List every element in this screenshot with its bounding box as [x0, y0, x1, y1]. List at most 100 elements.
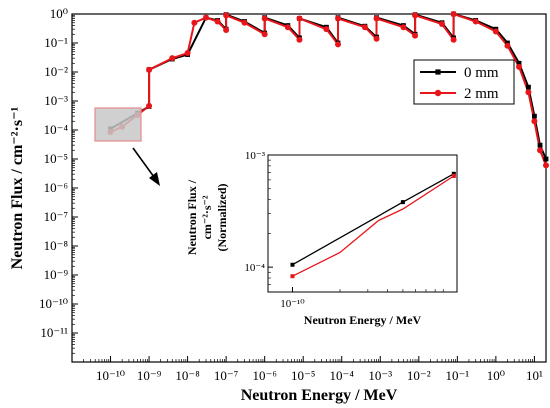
inset-data-point-0mm: [400, 200, 405, 205]
inset-y-axis-label: cm⁻²·s⁻²: [200, 195, 214, 239]
y-tick-label: 10⁻⁷: [44, 209, 68, 224]
x-tick-label: 10⁻²: [407, 368, 431, 383]
zoom-arrowhead: [149, 172, 160, 186]
zoom-highlight-box: [94, 107, 142, 142]
legend-label: 2 mm: [464, 86, 499, 102]
x-tick-label: 10⁻³: [368, 368, 392, 383]
y-tick-label: 10⁻³: [44, 93, 68, 108]
data-point-2mm: [361, 24, 368, 31]
inset-series-line-2mm: [292, 175, 455, 277]
inset-data-point-0mm: [451, 171, 456, 176]
legend-box: [413, 59, 515, 105]
x-tick-label: 10⁻⁸: [175, 368, 200, 383]
legend-marker: [435, 69, 441, 75]
data-point-2mm: [146, 66, 153, 73]
zoom-highlight-region: [94, 107, 160, 186]
y-tick-label: 10⁻¹⁰: [39, 296, 68, 311]
y-axis-label: Neutron Flux / cm⁻²·s⁻¹: [9, 106, 26, 269]
data-point-2mm: [472, 18, 479, 25]
data-point-2mm: [223, 27, 230, 34]
data-point-2mm: [146, 102, 153, 109]
x-tick-label: 10⁻⁹: [137, 368, 162, 383]
x-tick-label: 10⁻⁴: [330, 368, 355, 383]
data-point-0mm: [526, 84, 531, 90]
data-point-2mm: [334, 41, 341, 48]
zoom-arrow: [132, 147, 155, 178]
data-point-0mm: [537, 142, 543, 148]
y-tick-label: 10⁻⁴: [44, 122, 69, 137]
inset-series-markers: [290, 171, 456, 279]
data-point-2mm: [223, 12, 230, 19]
legend: 0 mm 2 mm: [413, 59, 515, 105]
data-point-2mm: [202, 14, 209, 21]
data-point-2mm: [191, 19, 198, 26]
inset-x-tick-label: 10⁻¹⁰: [280, 298, 305, 310]
x-tick-label: 10¹: [526, 368, 543, 383]
inset-background: [182, 145, 464, 330]
data-point-2mm: [543, 162, 549, 169]
inset-x-axis-label: Neutron Energy / MeV: [304, 313, 422, 327]
y-tick-label: 10⁰: [50, 6, 68, 21]
y-tick-label: 10⁻⁵: [44, 151, 68, 166]
inset-axes: 10⁻⁴ 10⁻³ 10⁻¹⁰ Neutron Energy / MeV Neutron…: [185, 150, 444, 327]
data-point-2mm: [531, 118, 538, 125]
inset-y-tick-label: 10⁻³: [245, 150, 266, 162]
data-point-2mm: [241, 19, 248, 26]
inset-y-axis-label: (Normalized): [215, 184, 229, 252]
data-point-2mm: [169, 55, 176, 62]
data-point-2mm: [284, 24, 291, 31]
y-tick-label: 10⁻⁶: [44, 180, 68, 195]
inset-data-point-2mm: [290, 274, 295, 279]
data-point-2mm: [438, 21, 445, 28]
data-point-2mm: [450, 36, 457, 43]
y-tick-label: 10⁻¹¹: [40, 325, 68, 340]
data-point-2mm: [516, 63, 523, 70]
data-point-2mm: [296, 36, 303, 43]
x-tick-label: 10⁻¹: [445, 368, 469, 383]
inset-y-tick-label: 10⁻⁴: [244, 262, 265, 274]
x-tick-label: 10⁻⁵: [291, 368, 315, 383]
y-tick-label: 10⁻¹: [44, 35, 68, 50]
series-line-2mm: [110, 12, 547, 166]
data-point-2mm: [450, 11, 457, 17]
data-point-2mm: [537, 147, 544, 154]
x-tick-label: 10⁻¹⁰: [96, 368, 125, 383]
data-point-2mm: [373, 35, 380, 42]
x-axis-label: Neutron Energy / MeV: [241, 387, 398, 404]
inset-plot-frame: [267, 154, 458, 293]
data-point-2mm: [214, 18, 221, 25]
data-point-2mm: [525, 89, 532, 96]
data-point-2mm: [412, 32, 419, 39]
data-point-0mm: [532, 113, 537, 119]
inset-data-point-2mm: [451, 173, 456, 178]
data-point-2mm: [400, 24, 407, 31]
data-point-2mm: [373, 15, 380, 22]
main-series-markers: [107, 11, 549, 169]
inset-y-axis-label: Neutron Flux /: [185, 179, 199, 255]
legend-label: 0 mm: [464, 65, 499, 81]
legend-entries: 0 mm 2 mm: [420, 65, 499, 102]
x-tick-label: 10⁻⁶: [252, 368, 276, 383]
data-point-2mm: [261, 15, 268, 22]
legend-marker: [434, 89, 442, 97]
main-axes: 10⁻¹¹10⁻¹⁰10⁻⁹10⁻⁸10⁻⁷10⁻⁶10⁻⁵10⁻⁴10⁻³10…: [9, 6, 547, 404]
data-point-0mm: [543, 156, 549, 162]
data-point-2mm: [323, 26, 330, 33]
data-point-2mm: [334, 15, 341, 22]
y-tick-label: 10⁻²: [44, 64, 68, 79]
data-point-2mm: [412, 12, 419, 19]
y-tick-label: 10⁻⁹: [44, 267, 69, 282]
data-point-2mm: [296, 15, 303, 22]
data-point-2mm: [504, 42, 511, 49]
inset-data-point-0mm: [290, 262, 295, 267]
data-point-2mm: [261, 31, 268, 38]
y-tick-label: 10⁻⁸: [44, 238, 69, 253]
inset-plot: 10⁻⁴ 10⁻³ 10⁻¹⁰ Neutron Energy / MeV Neutron…: [182, 145, 464, 330]
data-point-0mm: [516, 60, 522, 66]
x-tick-label: 10⁰: [487, 368, 505, 383]
x-tick-label: 10⁻⁷: [214, 368, 238, 383]
data-point-2mm: [184, 50, 191, 57]
main-plot-area: 10⁻¹¹10⁻¹⁰10⁻⁹10⁻⁸10⁻⁷10⁻⁶10⁻⁵10⁻⁴10⁻³10…: [9, 6, 549, 404]
data-point-2mm: [492, 28, 499, 35]
